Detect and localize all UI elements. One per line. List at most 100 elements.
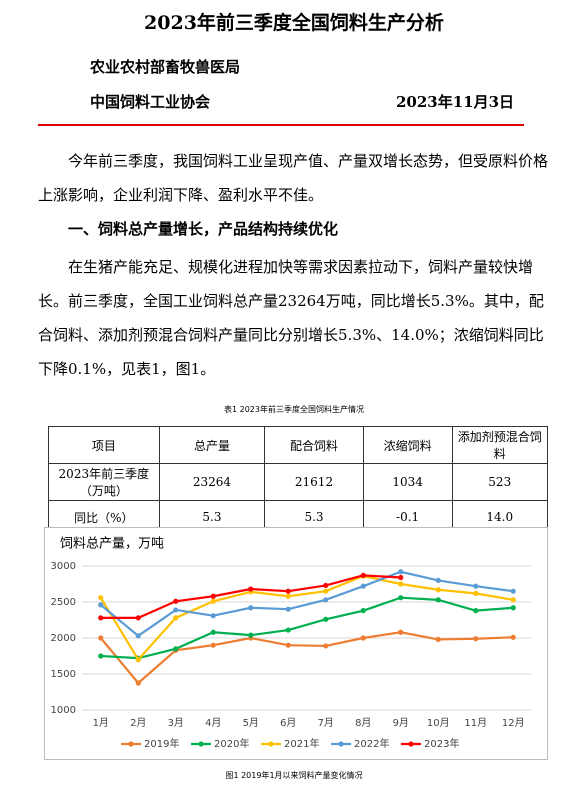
legend-marker [408,741,414,747]
point [473,636,479,642]
section-heading: 一、饲料总产量增长，产品结构持续优化 [68,220,339,238]
point [98,615,104,621]
table-cell: 总产量 [158,426,266,464]
point [210,598,216,604]
paragraph: 在生猪产能充足、规模化进程加快等需求因素拉动下，饲料产量较快增长。前三季度，全国… [38,258,544,378]
point [398,581,404,587]
paragraph: 今年前三季度，我国饲料工业呈现产值、产量双增长态势，但受原料价格上涨影响，企业利… [38,152,549,204]
point [285,627,291,633]
point [173,598,179,604]
legend-marker [128,741,134,747]
series-line [100,570,514,638]
point [210,629,216,635]
x-tick-label: 11月 [464,717,487,729]
point [398,569,404,575]
point [98,595,104,601]
y-tick-label: 2000 [51,633,76,644]
chart: 饲料总产量，万吨 1000 1500 2000 2500 3000 1月 2月 3月 4月 5月 6… [44,527,548,760]
doc-title: 2023年前三季度全国饲料生产分析 [144,12,444,34]
point [398,574,404,581]
point [473,608,479,614]
table-cell: 523 [451,463,548,501]
table: 项目 总产量 配合饲料 浓缩饲料 添加剂预混合饲料 2023年前三季度（万吨） 23264 2… [48,426,548,534]
point [135,680,141,686]
agency: 农业农村部畜牧兽医局 [90,58,241,76]
legend-label: 2021年 [284,737,319,750]
point [435,577,441,583]
legend-label: 2020年 [214,737,249,750]
legend-label: 2022年 [354,737,389,750]
date: 2023年11月3日 [396,93,515,111]
x-tick-label: 3月 [168,717,184,729]
table-cell: 21612 [264,463,364,501]
table-row: 项目 总产量 配合饲料 浓缩饲料 添加剂预混合饲料 [48,426,548,464]
point [285,588,291,594]
divider [38,124,524,126]
table-cell: 配合饲料 [264,426,364,464]
point [210,593,216,599]
point [323,582,329,589]
x-tick-label: 9月 [393,717,409,729]
series-line [99,574,514,662]
y-tick-label: 3000 [51,561,76,572]
point [173,615,179,621]
point [435,597,441,603]
series-line [100,596,514,660]
x-tick-label: 8月 [355,717,371,729]
point [323,588,329,594]
point [135,633,141,639]
point [135,615,141,621]
point [473,583,479,589]
point [510,605,516,611]
series-line [99,631,514,685]
point [473,590,479,596]
legend-label: 2019年 [144,737,179,750]
table-cell: 1034 [362,463,453,501]
point [210,613,216,619]
x-tick-label: 7月 [318,717,334,729]
point [360,572,366,578]
point [435,636,441,643]
y-tick-label: 1000 [51,705,76,716]
point [398,595,404,601]
point [323,597,329,603]
table-row: 2023年前三季度（万吨） 23264 21612 1034 523 [48,463,548,501]
point [98,602,104,608]
point [398,629,404,635]
x-tick-label: 5月 [243,717,259,729]
point [510,588,516,594]
table-cell: 浓缩饲料 [362,426,453,464]
x-tick-label: 1月 [93,717,109,729]
table-cell: 23264 [158,463,266,501]
x-tick-label: 2月 [130,717,146,729]
point [98,653,104,659]
point [323,643,329,649]
y-tick-label: 1500 [51,669,76,680]
point [510,597,516,603]
point [285,606,291,612]
association: 中国饲料工业协会 [90,93,211,111]
point [135,657,141,663]
point [360,635,366,641]
point [510,634,516,640]
point [173,607,179,613]
x-tick-label: 12月 [502,717,525,729]
chart-title: 饲料总产量，万吨 [60,537,164,552]
point [173,646,179,652]
legend-label: 2023年 [424,737,459,750]
table-cell: 添加剂预混合饲料 [451,426,548,464]
y-tick-label: 2500 [51,597,76,608]
table-cell: 项目 [48,426,160,464]
table-cell: 2023年前三季度（万吨） [48,463,160,501]
legend-marker [198,741,204,747]
point [360,583,366,589]
point [210,642,216,648]
point [360,608,366,614]
point [285,593,291,599]
x-tick-label: 4月 [205,717,221,729]
x-tick-label: 6月 [280,717,296,729]
legend-marker [268,741,274,747]
point [98,635,104,641]
figure-caption: 图1 2019年1月以来饲料产量变化情况 [225,771,363,780]
